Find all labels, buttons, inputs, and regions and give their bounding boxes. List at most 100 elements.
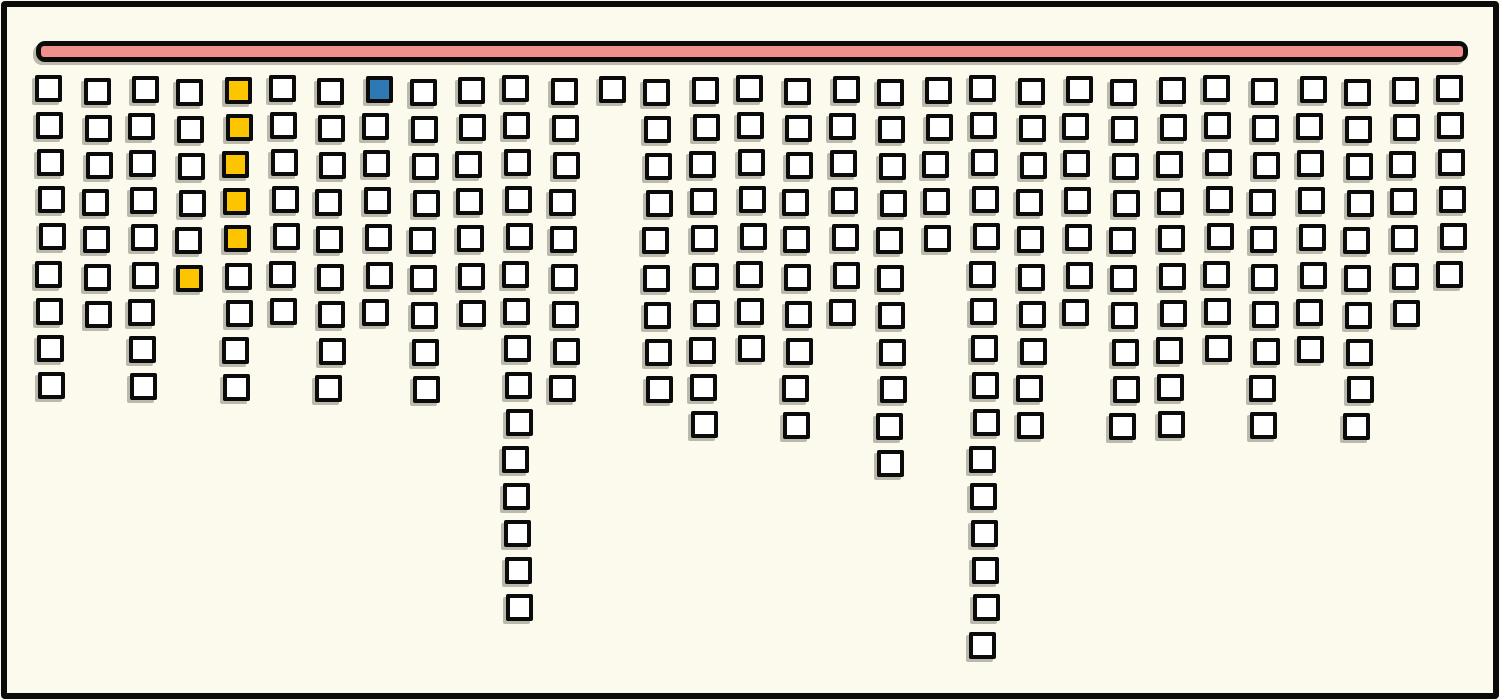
grid-square xyxy=(1159,114,1187,142)
grid-square xyxy=(971,149,998,177)
grid-square xyxy=(923,188,951,216)
highlighted-square-yellow xyxy=(225,114,253,142)
grid-square xyxy=(130,372,158,400)
grid-square xyxy=(504,520,531,548)
grid-square xyxy=(552,337,580,365)
grid-square xyxy=(1158,262,1186,290)
grid-square xyxy=(1342,227,1370,255)
grid-square xyxy=(83,263,111,291)
grid-square xyxy=(1110,264,1138,292)
grid-square xyxy=(1155,151,1183,179)
grid-square xyxy=(926,114,954,142)
grid-square xyxy=(1113,190,1141,218)
grid-square xyxy=(829,150,857,178)
grid-square xyxy=(1249,189,1277,217)
grid-square xyxy=(1440,223,1467,251)
grid-square xyxy=(268,75,296,102)
grid-square xyxy=(1112,338,1140,366)
grid-square xyxy=(1064,187,1092,215)
grid-square xyxy=(879,375,907,403)
grid-square xyxy=(786,152,814,180)
grid-square xyxy=(1437,112,1464,140)
grid-square xyxy=(130,187,158,215)
grid-square xyxy=(972,371,999,399)
grid-square xyxy=(1390,188,1418,216)
grid-square xyxy=(548,189,576,217)
grid-square xyxy=(1253,337,1281,365)
grid-square xyxy=(363,187,391,215)
grid-square xyxy=(973,594,1000,622)
grid-square xyxy=(1202,75,1230,102)
grid-square xyxy=(599,76,627,103)
grid-square xyxy=(457,225,485,253)
grid-square xyxy=(502,75,529,102)
grid-square xyxy=(1344,301,1372,329)
grid-square xyxy=(38,371,65,399)
grid-square xyxy=(782,189,810,217)
grid-square xyxy=(408,227,436,255)
grid-square xyxy=(642,227,670,255)
grid-square xyxy=(1298,224,1326,252)
grid-square xyxy=(84,300,112,328)
grid-square xyxy=(83,78,111,105)
grid-square xyxy=(82,226,110,254)
grid-square xyxy=(1343,264,1371,292)
grid-square xyxy=(459,299,487,327)
grid-square xyxy=(969,631,996,659)
grid-square xyxy=(269,112,297,140)
grid-square xyxy=(1345,153,1373,181)
grid-square xyxy=(690,225,718,253)
grid-square xyxy=(1113,375,1141,403)
grid-square xyxy=(1062,298,1090,326)
grid-square xyxy=(1018,115,1046,143)
grid-square xyxy=(782,374,810,402)
grid-square xyxy=(1203,297,1231,325)
grid-square xyxy=(875,412,903,440)
grid-square xyxy=(877,301,905,329)
grid-square xyxy=(969,446,996,473)
grid-square xyxy=(689,373,717,401)
grid-square xyxy=(38,186,65,214)
grid-square xyxy=(128,298,156,326)
grid-square xyxy=(1203,112,1231,140)
grid-square xyxy=(783,226,811,254)
grid-square xyxy=(361,113,389,141)
grid-square xyxy=(922,151,950,179)
grid-square xyxy=(503,297,530,325)
grid-square xyxy=(37,334,64,362)
highlighted-square-yellow xyxy=(221,151,249,179)
grid-square xyxy=(175,227,203,255)
grid-square xyxy=(37,149,64,177)
grid-square xyxy=(270,149,298,177)
grid-square xyxy=(35,260,62,288)
grid-square xyxy=(645,338,673,366)
grid-square xyxy=(1019,337,1047,365)
grid-square xyxy=(783,411,811,439)
grid-square xyxy=(225,299,253,327)
grid-square xyxy=(1391,225,1419,253)
grid-square xyxy=(688,151,716,179)
grid-square xyxy=(1157,410,1185,438)
grid-square xyxy=(1436,75,1463,102)
grid-square xyxy=(878,153,906,181)
grid-square xyxy=(1017,263,1045,291)
grid-square xyxy=(1346,375,1374,403)
grid-square xyxy=(969,260,996,288)
grid-square xyxy=(319,337,347,365)
grid-square xyxy=(176,79,204,106)
grid-square xyxy=(832,76,860,103)
grid-square xyxy=(832,261,860,289)
grid-square xyxy=(877,116,905,144)
grid-square xyxy=(736,297,764,325)
grid-square xyxy=(736,112,764,140)
grid-square xyxy=(1156,188,1184,216)
grid-square xyxy=(925,77,953,104)
grid-square xyxy=(503,483,530,511)
grid-square xyxy=(129,150,157,178)
grid-square xyxy=(878,338,906,366)
grid-square xyxy=(1109,412,1137,440)
highlighted-square-yellow xyxy=(223,225,251,253)
grid-square xyxy=(1392,262,1420,290)
grid-square xyxy=(1253,152,1281,180)
